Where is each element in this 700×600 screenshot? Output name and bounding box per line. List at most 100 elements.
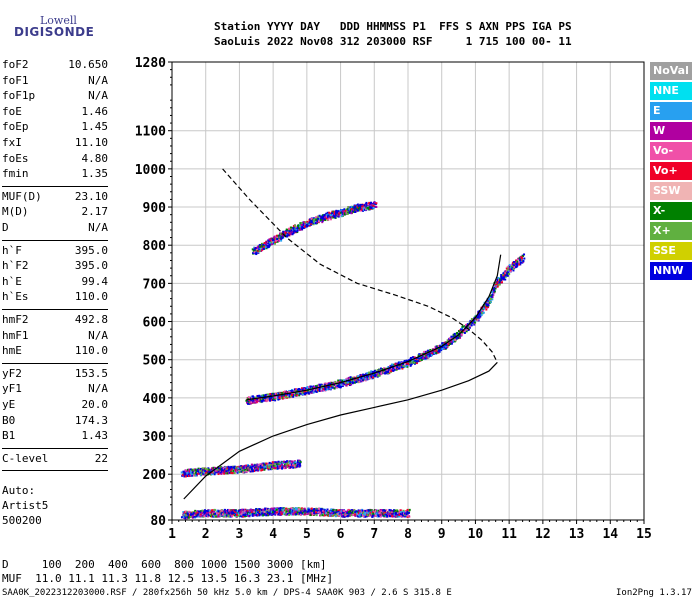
echo-point xyxy=(250,513,253,516)
echo-point xyxy=(453,332,456,335)
echo-point xyxy=(274,512,277,515)
echo-point xyxy=(404,515,407,518)
echo-point xyxy=(244,515,247,518)
echo-point xyxy=(350,514,353,517)
echo-point xyxy=(443,347,446,350)
echo-point xyxy=(265,247,268,250)
echo-point xyxy=(290,513,293,516)
echo-point xyxy=(346,509,349,512)
echo-point xyxy=(502,272,505,275)
echo-point xyxy=(317,511,320,514)
echo-point xyxy=(282,235,285,238)
echo-point xyxy=(186,512,189,515)
echo-point xyxy=(311,389,314,392)
echo-point xyxy=(513,265,516,268)
echo-point xyxy=(506,269,509,272)
echo-point xyxy=(355,510,358,513)
echo-point xyxy=(338,509,341,512)
echo-point xyxy=(277,460,280,463)
echo-point xyxy=(485,304,488,307)
echo-point xyxy=(252,250,255,253)
echo-point xyxy=(425,355,428,358)
echo-point xyxy=(450,342,453,345)
echo-point xyxy=(340,509,343,512)
echo-point xyxy=(377,515,380,518)
echo-point xyxy=(340,213,343,216)
param-row: h`E 99.4 xyxy=(2,275,108,290)
echo-point xyxy=(279,463,282,466)
echo-point xyxy=(376,369,379,372)
echo-point xyxy=(336,386,339,389)
echo-point xyxy=(388,508,391,511)
echo-point xyxy=(274,399,277,402)
echo-point xyxy=(348,211,351,214)
echo-point xyxy=(190,470,193,473)
echo-point xyxy=(304,225,307,228)
echo-point xyxy=(507,266,510,269)
echo-point xyxy=(427,355,430,358)
header-line-1: Station YYYY DAY DDD HHMMSS P1 FFS S AXN… xyxy=(214,20,572,33)
echo-point xyxy=(369,511,372,514)
echo-point xyxy=(219,468,222,471)
echo-point xyxy=(199,511,202,514)
echo-point xyxy=(504,278,507,281)
echo-point xyxy=(362,511,365,514)
echo-point xyxy=(306,222,309,225)
echo-point xyxy=(240,470,243,473)
echo-point xyxy=(299,392,302,395)
echo-point xyxy=(366,206,369,209)
echo-point xyxy=(338,212,341,215)
echo-point xyxy=(266,464,269,467)
echo-point xyxy=(245,464,248,467)
echo-point xyxy=(323,510,326,513)
echo-point xyxy=(259,243,262,246)
echo-point xyxy=(374,509,377,512)
echo-point xyxy=(217,515,220,518)
echo-point xyxy=(476,316,479,319)
echo-point xyxy=(400,364,403,367)
echo-point xyxy=(390,364,393,367)
echo-point xyxy=(266,244,269,247)
echo-point xyxy=(197,513,200,516)
echo-point xyxy=(297,226,300,229)
echo-point xyxy=(247,509,250,512)
echo-point xyxy=(383,367,386,370)
echo-point xyxy=(186,472,189,475)
echo-point xyxy=(361,205,364,208)
echo-point xyxy=(482,311,485,314)
echo-point xyxy=(268,245,271,248)
echo-point xyxy=(281,395,284,398)
echo-point xyxy=(281,466,284,469)
y-tick-label: 700 xyxy=(143,277,167,292)
echo-point xyxy=(257,514,260,517)
echo-point xyxy=(519,259,522,262)
echo-point xyxy=(256,514,259,517)
echo-point xyxy=(300,227,303,230)
echo-point xyxy=(293,388,296,391)
echo-point xyxy=(285,229,288,232)
echo-point xyxy=(336,380,339,383)
echo-point xyxy=(303,222,306,225)
echo-point xyxy=(365,512,368,515)
echo-point xyxy=(195,473,198,476)
echo-point xyxy=(429,348,432,351)
echo-point xyxy=(356,206,359,209)
echo-point xyxy=(278,511,281,514)
echo-point xyxy=(290,389,293,392)
echo-point xyxy=(485,305,488,308)
echo-point xyxy=(514,261,517,264)
echo-point xyxy=(308,387,311,390)
echo-point xyxy=(279,467,282,470)
echo-point xyxy=(319,385,322,388)
echo-point xyxy=(389,509,392,512)
echo-point xyxy=(306,512,309,515)
echo-point xyxy=(184,473,187,476)
echo-point xyxy=(387,511,390,514)
echo-point xyxy=(230,471,233,474)
echo-point xyxy=(207,467,210,470)
echo-point xyxy=(284,463,287,466)
echo-point xyxy=(457,329,460,332)
echo-point xyxy=(288,232,291,235)
echo-point xyxy=(274,241,277,244)
echo-point xyxy=(383,372,386,375)
